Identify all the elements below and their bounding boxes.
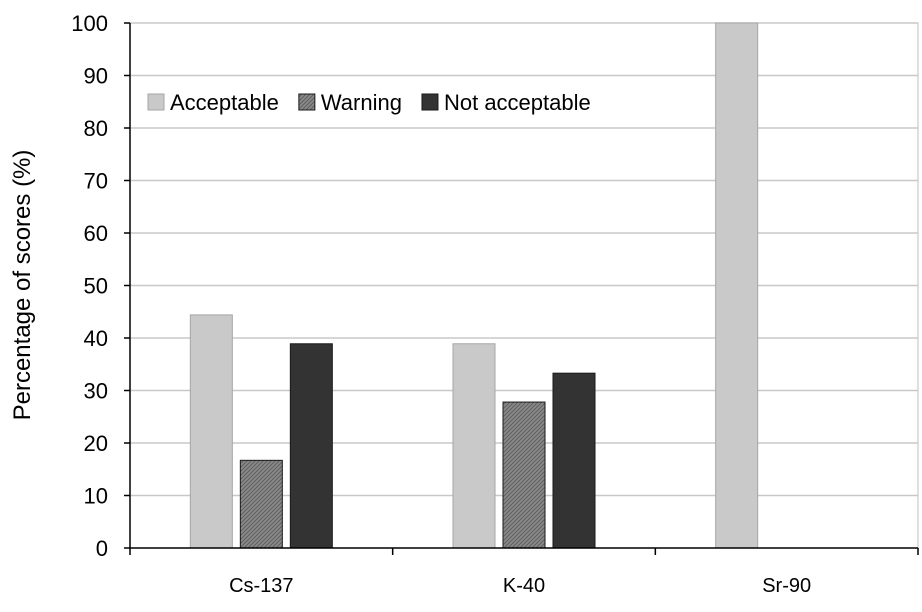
bars [189, 22, 759, 549]
legend-label: Warning [321, 90, 402, 115]
y-tick-label: 70 [84, 169, 108, 194]
bar-not-acceptable-cs-137 [289, 343, 333, 549]
y-tick-label: 30 [84, 379, 108, 404]
bar-not-acceptable-k-40 [552, 372, 596, 549]
y-tick-label: 60 [84, 221, 108, 246]
legend-label: Acceptable [170, 90, 279, 115]
bar-acceptable-sr-90 [715, 22, 759, 549]
legend-swatch [298, 93, 316, 111]
axes [124, 22, 919, 555]
y-tick-labels: 0 10 20 30 40 50 60 70 80 90 100 [71, 11, 108, 561]
x-tick-labels: Cs-137 K-40 Sr-90 [229, 575, 811, 597]
legend-label: Not acceptable [444, 90, 591, 115]
bar-acceptable-cs-137 [189, 314, 233, 549]
y-tick-label: 0 [96, 536, 108, 561]
y-tick-label: 10 [84, 484, 108, 509]
y-tick-label: 50 [84, 274, 108, 299]
x-tick-label: Cs-137 [229, 575, 293, 597]
y-tick-label: 90 [84, 64, 108, 89]
y-tick-label: 40 [84, 326, 108, 351]
legend: Acceptable Warning Not acceptable [147, 90, 591, 115]
legend-swatch [421, 93, 439, 111]
y-tick-label: 100 [71, 11, 108, 36]
bar-warning-cs-137 [239, 459, 283, 549]
bar-acceptable-k-40 [452, 343, 496, 549]
bar-warning-k-40 [502, 401, 546, 549]
x-tick-label: Sr-90 [762, 575, 811, 597]
y-axis-label: Percentage of scores (%) [9, 150, 36, 421]
y-tick-label: 80 [84, 116, 108, 141]
y-tick-label: 20 [84, 431, 108, 456]
grid-lines [129, 22, 919, 549]
legend-swatch [147, 93, 165, 111]
x-tick-label: K-40 [503, 575, 545, 597]
